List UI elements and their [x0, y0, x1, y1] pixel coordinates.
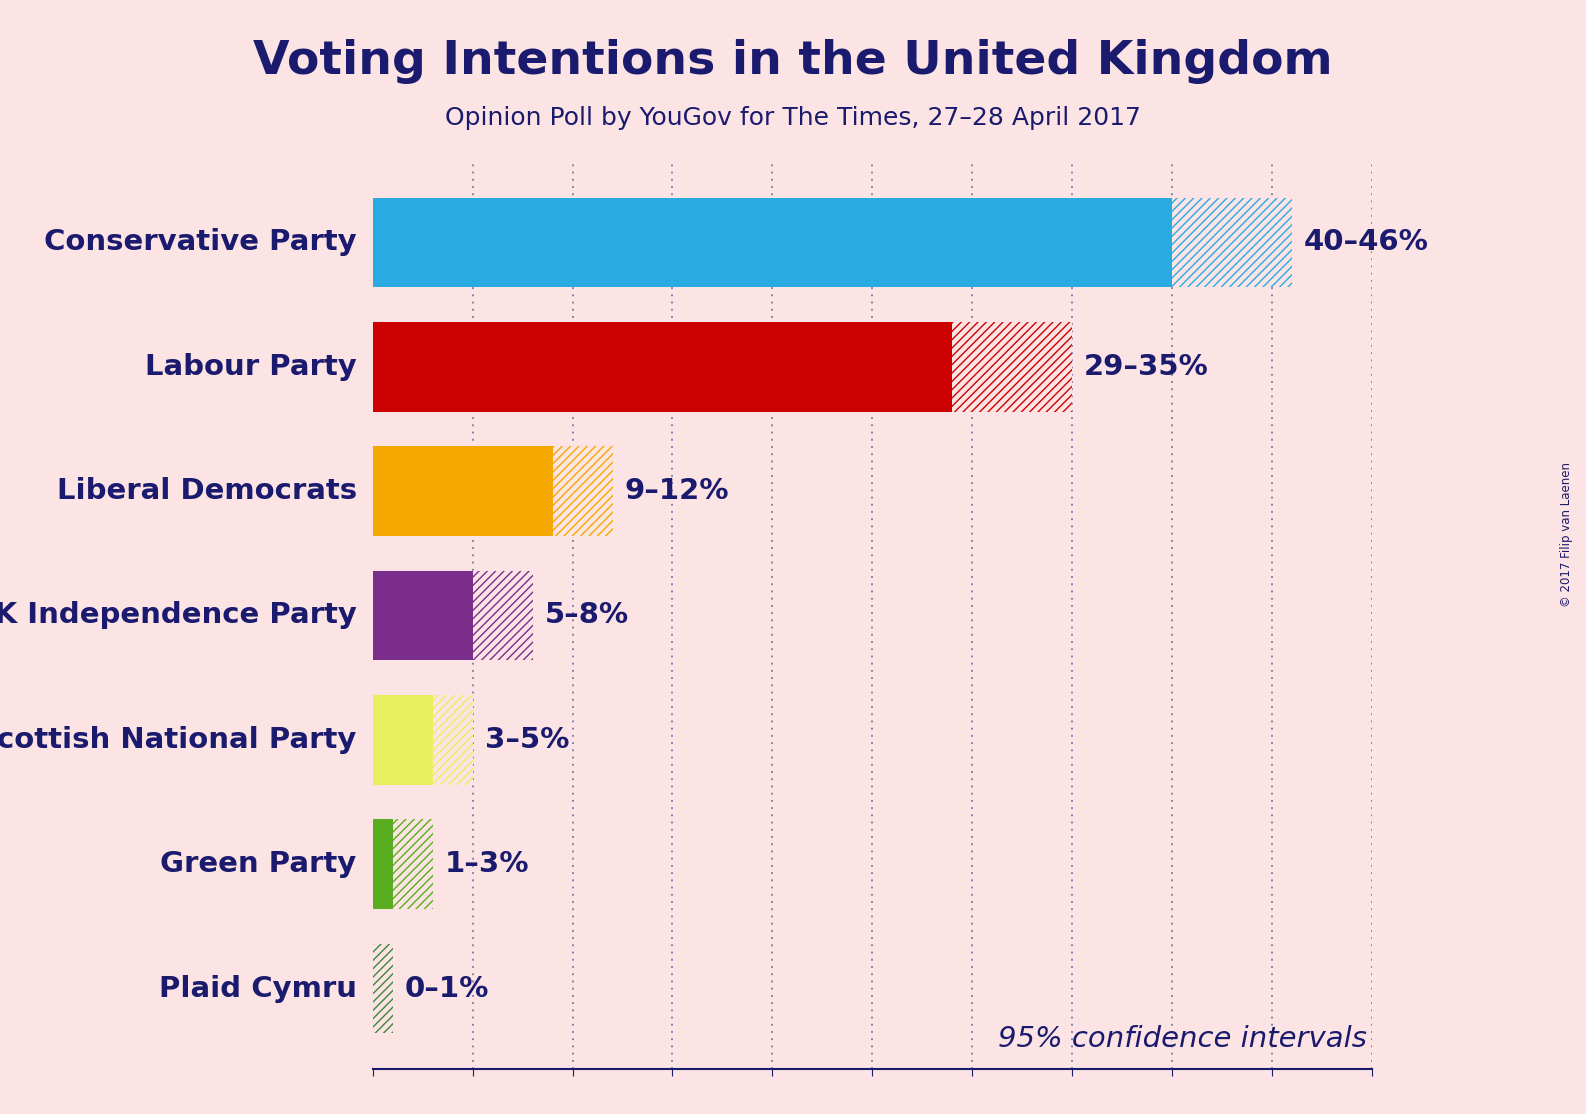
- Bar: [373, 322, 952, 411]
- Bar: [373, 820, 393, 909]
- Bar: [373, 197, 1172, 287]
- Text: Conservative Party: Conservative Party: [44, 228, 357, 256]
- Bar: [373, 695, 433, 784]
- Bar: [952, 322, 1072, 411]
- Text: 1–3%: 1–3%: [444, 850, 530, 878]
- Text: Scottish National Party: Scottish National Party: [0, 726, 357, 754]
- Bar: [433, 695, 473, 784]
- Text: 40–46%: 40–46%: [1304, 228, 1429, 256]
- Text: Liberal Democrats: Liberal Democrats: [57, 477, 357, 505]
- Text: UK Independence Party: UK Independence Party: [0, 602, 357, 629]
- Text: 9–12%: 9–12%: [625, 477, 730, 505]
- Bar: [433, 695, 473, 784]
- Bar: [393, 820, 433, 909]
- Text: 3–5%: 3–5%: [485, 726, 569, 754]
- Bar: [473, 570, 533, 661]
- Bar: [1172, 197, 1293, 287]
- Text: 5–8%: 5–8%: [544, 602, 628, 629]
- Bar: [552, 447, 612, 536]
- Text: 95% confidence intervals: 95% confidence intervals: [998, 1025, 1367, 1053]
- Bar: [373, 447, 552, 536]
- Text: © 2017 Filip van Laenen: © 2017 Filip van Laenen: [1561, 462, 1573, 607]
- Bar: [552, 447, 612, 536]
- Text: Labour Party: Labour Party: [144, 353, 357, 381]
- Bar: [952, 322, 1072, 411]
- Bar: [473, 570, 533, 661]
- Text: 0–1%: 0–1%: [404, 975, 488, 1003]
- Text: Opinion Poll by YouGov for The Times, 27–28 April 2017: Opinion Poll by YouGov for The Times, 27…: [446, 106, 1140, 130]
- Text: Voting Intentions in the United Kingdom: Voting Intentions in the United Kingdom: [254, 39, 1332, 84]
- Bar: [1172, 197, 1293, 287]
- Bar: [373, 570, 473, 661]
- Text: Green Party: Green Party: [160, 850, 357, 878]
- Text: Plaid Cymru: Plaid Cymru: [159, 975, 357, 1003]
- Bar: [393, 820, 433, 909]
- Bar: [373, 944, 393, 1034]
- Bar: [373, 944, 393, 1034]
- Text: 29–35%: 29–35%: [1085, 353, 1209, 381]
